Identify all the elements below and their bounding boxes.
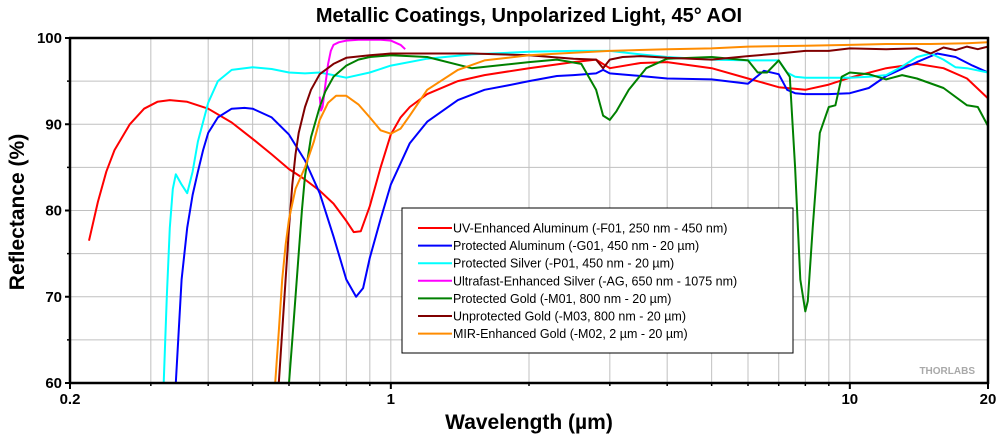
y-tick-label: 70 [45,289,62,306]
axis-ticks: 60 70 80 90 100 0.2 1 10 20 [37,30,996,408]
y-axis-label: Reflectance (%) [6,134,29,290]
legend-item-ultrafast-enhanced-silver: Ultrafast-Enhanced Silver (-AG, 650 nm -… [418,274,737,288]
legend-label: Ultrafast-Enhanced Silver (-AG, 650 nm -… [453,274,737,288]
legend-item-protected-silver: Protected Silver (-P01, 450 nm - 20 µm) [418,257,674,271]
x-tick-label: 1 [387,391,395,408]
legend-item-uv-enhanced-aluminum: UV-Enhanced Aluminum (-F01, 250 nm - 450… [418,222,727,236]
legend: UV-Enhanced Aluminum (-F01, 250 nm - 450… [401,207,794,354]
thorlabs-watermark: THORLABS [919,366,975,377]
series-lines [88,38,988,383]
x-axis-label: Wavelength (µm) [445,411,613,434]
y-tick-label: 90 [45,116,62,133]
legend-item-protected-aluminum: Protected Aluminum (-G01, 450 nm - 20 µm… [418,239,699,253]
chart-title: Metallic Coatings, Unpolarized Light, 45… [316,5,742,27]
y-tick-label: 80 [45,203,62,220]
series-line-mir-enhanced-gold [274,41,988,383]
legend-box [401,207,794,354]
y-tick-label: 60 [45,375,62,392]
legend-label: Protected Aluminum (-G01, 450 nm - 20 µm… [453,239,699,253]
legend-label: MIR-Enhanced Gold (-M02, 2 µm - 20 µm) [453,327,688,341]
legend-label: UV-Enhanced Aluminum (-F01, 250 nm - 450… [453,222,727,236]
x-tick-label: 0.2 [60,391,81,408]
legend-label: Protected Gold (-M01, 800 nm - 20 µm) [453,292,671,306]
series-line-ultrafast-enhanced-silver [318,38,406,112]
series-line-unprotected-gold [277,45,988,383]
legend-item-protected-gold: Protected Gold (-M01, 800 nm - 20 µm) [418,292,671,306]
legend-label: Protected Silver (-P01, 450 nm - 20 µm) [453,257,674,271]
x-tick-label: 20 [980,391,997,408]
legend-label: Unprotected Gold (-M03, 800 nm - 20 µm) [453,310,686,324]
series-line-protected-aluminum [174,52,988,383]
legend-item-mir-enhanced-gold: MIR-Enhanced Gold (-M02, 2 µm - 20 µm) [418,327,688,341]
series-line-protected-gold [288,54,988,383]
x-tick-label: 10 [841,391,858,408]
legend-item-unprotected-gold: Unprotected Gold (-M03, 800 nm - 20 µm) [418,310,686,324]
y-tick-label: 100 [37,30,62,47]
